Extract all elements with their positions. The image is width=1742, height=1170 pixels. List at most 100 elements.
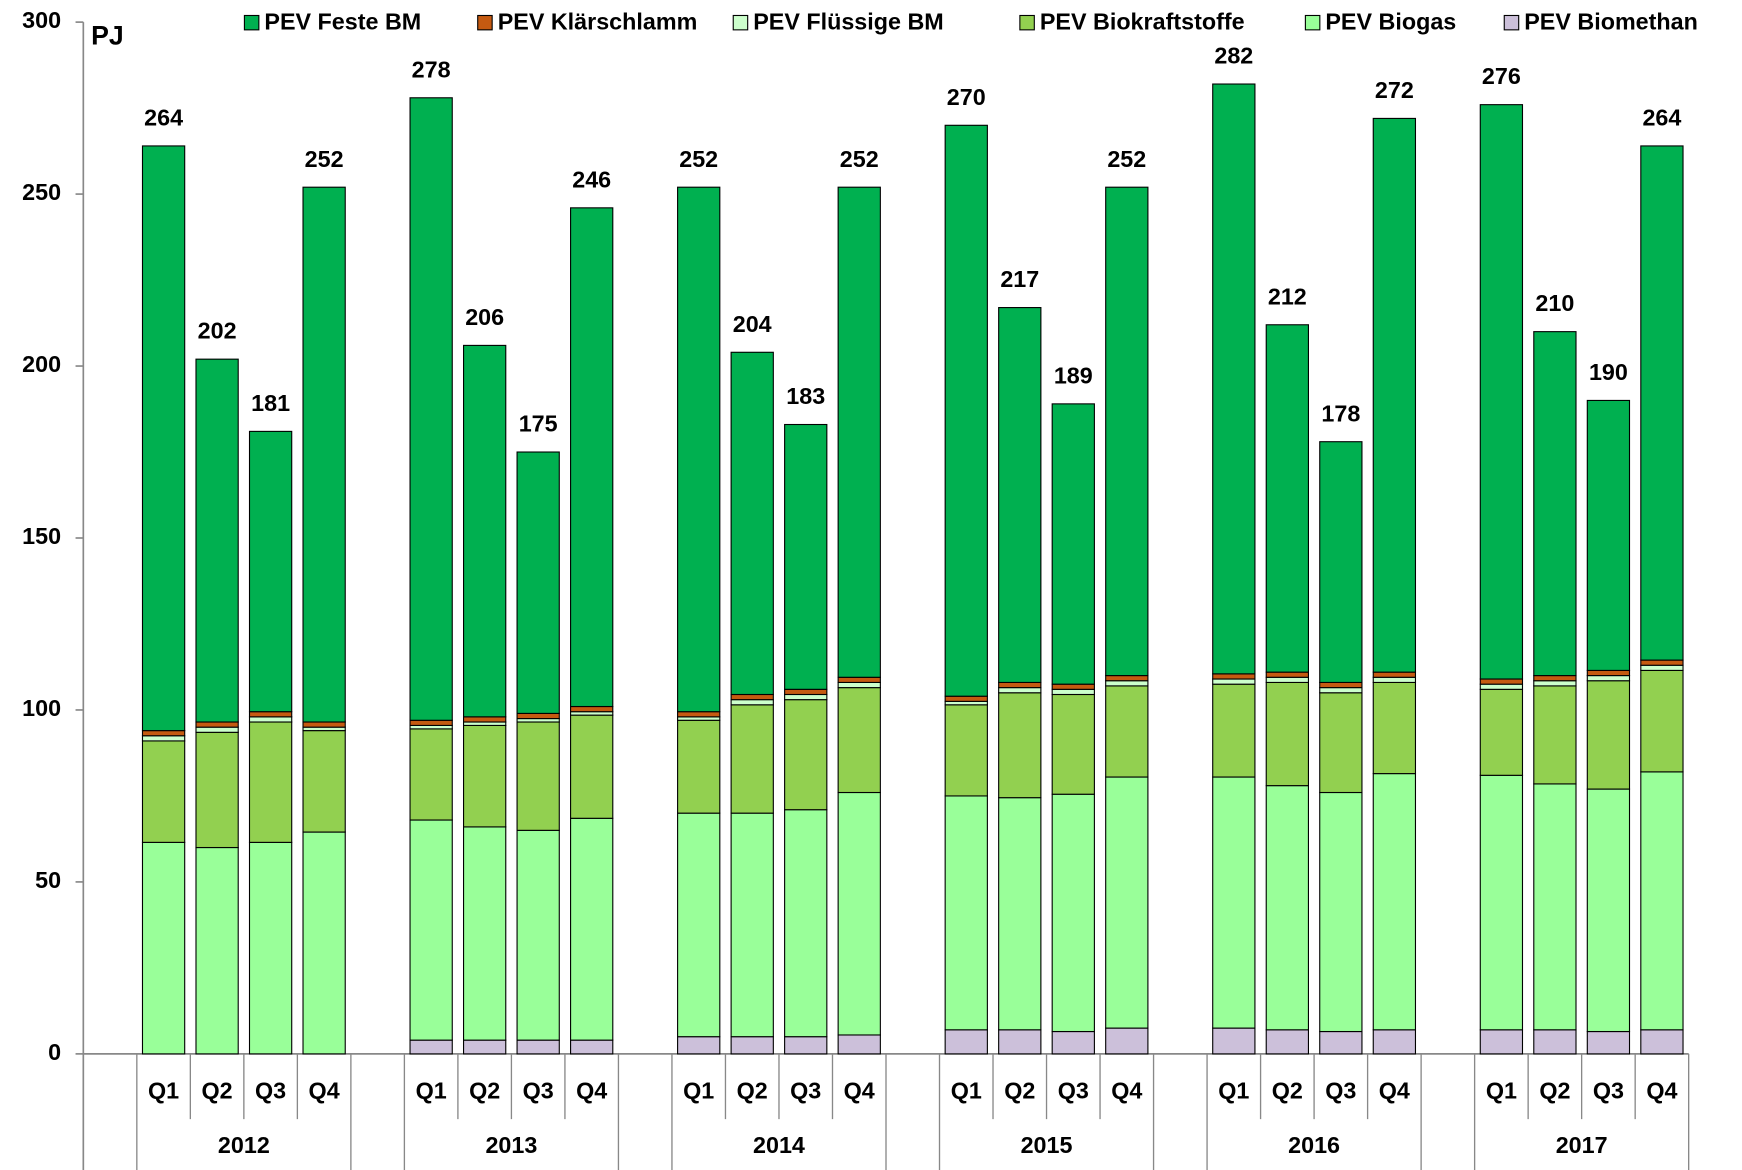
bar-segment (302, 730, 346, 833)
x-tick-label: Q2 (1539, 1078, 1570, 1104)
bar-segment (409, 97, 453, 721)
y-tick-label: 300 (22, 7, 61, 33)
bar-segment (837, 186, 881, 678)
bar-segment (1533, 1029, 1577, 1055)
legend-label: PEV Biogas (1325, 8, 1456, 34)
bar-segment (1265, 676, 1309, 684)
bar-segment (195, 726, 239, 733)
total-label: 217 (1000, 266, 1039, 292)
bar-segment (1051, 688, 1095, 696)
total-label: 202 (198, 318, 237, 344)
bar-segment (570, 705, 614, 713)
bar-segment (1372, 117, 1417, 673)
bar-segment (784, 1036, 828, 1055)
bar-segment (1479, 683, 1524, 690)
bar-segment (998, 797, 1042, 1031)
x-tick-label: Q3 (523, 1078, 554, 1104)
bar-segment (837, 687, 881, 794)
total-label: 282 (1214, 43, 1253, 69)
total-label: 189 (1054, 363, 1093, 389)
y-tick-label: 0 (48, 1039, 61, 1065)
total-label: 264 (1642, 105, 1681, 131)
bar-segment (1212, 1027, 1256, 1055)
bar-segment (944, 795, 988, 1031)
bar-segment (944, 695, 988, 702)
bar-segment (1105, 1027, 1149, 1055)
bar-segment (1586, 680, 1631, 790)
legend-swatch (243, 14, 260, 31)
legend-label: PEV Flüssige BM (753, 8, 943, 34)
bar-segment (677, 711, 721, 718)
bar-segment (516, 451, 560, 714)
total-label: 204 (733, 311, 772, 337)
bar-segment (302, 186, 346, 723)
bar-segment (141, 841, 186, 1055)
bar-segment (1533, 331, 1577, 677)
total-label: 190 (1589, 359, 1628, 385)
bar-segment (1105, 186, 1149, 677)
bar-segment (730, 812, 774, 1038)
total-label: 183 (786, 383, 825, 409)
bar-segment (302, 721, 346, 728)
bar-segment (516, 829, 560, 1041)
x-tick-label: Q1 (683, 1078, 714, 1104)
bar-segment (1319, 692, 1363, 794)
bar-segment (141, 735, 186, 742)
x-tick-label: Q1 (951, 1078, 982, 1104)
total-label: 278 (412, 56, 451, 82)
total-label: 270 (947, 84, 986, 110)
group-label: 2015 (1021, 1132, 1073, 1158)
legend-label: PEV Biokraftstoffe (1040, 8, 1245, 34)
bar-segment (248, 721, 293, 843)
legend-swatch (732, 14, 749, 31)
total-label: 212 (1268, 283, 1307, 309)
bar-segment (1265, 1029, 1309, 1055)
bar-segment (1105, 685, 1149, 778)
bar-segment (1586, 399, 1631, 671)
x-tick-label: Q4 (844, 1078, 875, 1104)
bar-segment (944, 124, 988, 697)
bar-segment (1212, 683, 1256, 778)
group-label: 2013 (485, 1132, 537, 1158)
bar-segment (998, 307, 1042, 684)
x-tick-label: Q4 (1379, 1078, 1410, 1104)
bar-segment (1372, 676, 1417, 684)
total-label: 210 (1535, 290, 1574, 316)
bar-segment (1212, 776, 1256, 1029)
bar-segment (998, 1029, 1042, 1055)
x-tick-label: Q4 (1646, 1078, 1677, 1104)
bar-segment (1212, 678, 1256, 685)
x-tick-label: Q1 (1486, 1078, 1517, 1104)
bar-segment (1533, 680, 1577, 687)
bar-segment (1479, 688, 1524, 776)
bar-segment (462, 716, 507, 723)
y-unit: PJ (91, 21, 124, 51)
bar-segment (1533, 675, 1577, 682)
bar-segment (1319, 681, 1363, 689)
x-tick-label: Q3 (255, 1078, 286, 1104)
bar-segment (1319, 791, 1363, 1033)
bar-segment (248, 430, 293, 713)
bar-segment (1479, 774, 1524, 1031)
bar-segment (677, 186, 721, 713)
legend-swatch (1503, 14, 1520, 31)
bar-segment (516, 721, 560, 831)
bar-segment (837, 681, 881, 689)
bar-segment (784, 693, 828, 701)
y-tick-label: 250 (22, 179, 61, 205)
bar-segment (1265, 671, 1309, 678)
bar-segment (302, 831, 346, 1055)
x-tick-label: Q2 (1272, 1078, 1303, 1104)
total-label: 276 (1482, 63, 1521, 89)
bar-segment (1319, 1030, 1363, 1055)
legend-swatch (477, 14, 493, 31)
bar-segment (409, 719, 453, 726)
bar-segment (1051, 693, 1095, 795)
bar-segment (1372, 671, 1417, 678)
bar-segment (409, 728, 453, 821)
legend-swatch (1019, 14, 1035, 31)
total-label: 181 (251, 390, 290, 416)
total-label: 252 (1107, 146, 1146, 172)
total-label: 175 (519, 411, 558, 437)
total-label: 264 (144, 105, 183, 131)
